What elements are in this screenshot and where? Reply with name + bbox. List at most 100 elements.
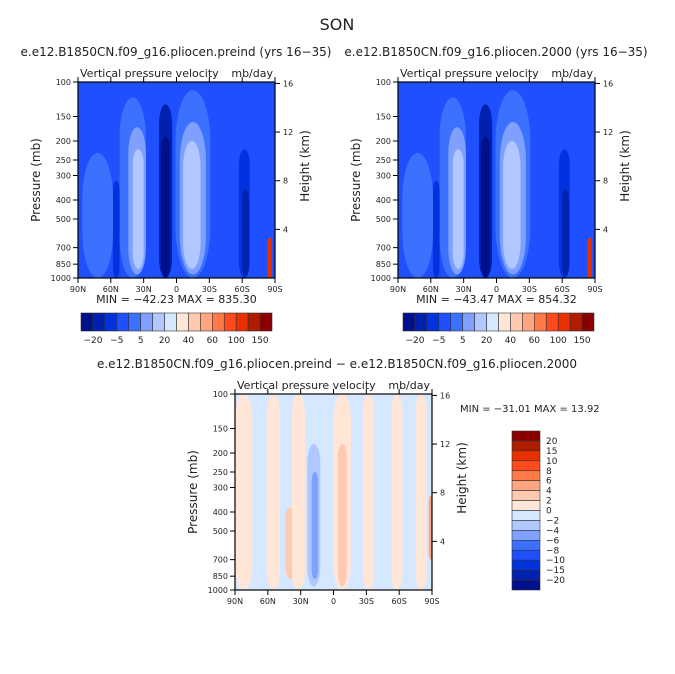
y-right-tick-label: 12 [440, 440, 450, 449]
contour-region [503, 141, 521, 270]
x-tick-label: 30S [359, 597, 374, 606]
plot-subtitle-units: mb/day [388, 379, 430, 392]
x-tick-label: 30S [522, 285, 537, 294]
colorbar-swatch [511, 490, 541, 501]
contour-region [235, 394, 253, 590]
y-right-tick-label: 4 [440, 537, 445, 546]
colorbar-swatch [80, 312, 94, 332]
contour-region [82, 152, 114, 278]
y-tick-label: 500 [376, 215, 391, 224]
plot-title: e.e12.B1850CN.f09_g16.pliocen.2000 (yrs … [344, 45, 647, 59]
colorbar-swatch [511, 549, 541, 561]
colorbar-swatch [511, 470, 541, 481]
y-tick-label: 250 [376, 156, 391, 165]
contour-region [428, 495, 432, 560]
y-tick-label: 150 [376, 113, 391, 122]
y-right-axis-label: Height (km) [298, 130, 312, 201]
colorbar-label: 0 [546, 507, 552, 517]
colorbar-swatch [402, 312, 416, 332]
colorbar: −20 −5 5 20 40 60 100 150 [80, 312, 273, 346]
y-tick-label: 400 [213, 508, 228, 517]
colorbar-label: −4 [546, 526, 560, 536]
contour-region [132, 149, 144, 270]
colorbar-swatch [176, 312, 189, 332]
colorbar-swatch [511, 510, 541, 521]
colorbar-swatch [259, 312, 273, 332]
contour-region [337, 444, 347, 587]
y-tick-label: 200 [213, 449, 228, 458]
contour-plot-2: e.e12.B1850CN.f09_g16.pliocen.2000 (yrs … [344, 45, 647, 346]
plot-title: e.e12.B1850CN.f09_g16.pliocen.preind (yr… [21, 45, 332, 59]
colorbar-swatch [511, 430, 541, 442]
y-right-tick-label: 8 [283, 177, 288, 186]
contour-region [481, 136, 490, 278]
colorbar-swatch [426, 312, 440, 332]
colorbar-label: 15 [546, 447, 557, 457]
colorbar-label: 150 [573, 336, 590, 346]
plot-title: e.e12.B1850CN.f09_g16.pliocen.preind − e… [97, 357, 577, 371]
contour-region [562, 188, 569, 277]
contour-region [267, 237, 272, 278]
contour-region [363, 394, 374, 590]
colorbar-swatch [511, 530, 541, 541]
contour-field [235, 394, 432, 590]
y-right-axis-label: Height (km) [455, 442, 469, 513]
x-tick-label: 60N [260, 597, 276, 606]
contour-plot-3: e.e12.B1850CN.f09_g16.pliocen.preind − e… [97, 357, 600, 606]
colorbar-label: −8 [546, 546, 560, 556]
x-tick-label: 90S [267, 285, 282, 294]
y-tick-label: 100 [376, 78, 391, 87]
colorbar-label: 8 [546, 467, 552, 477]
colorbar-swatch [510, 312, 523, 332]
colorbar-label: 10 [546, 457, 558, 467]
y-tick-label: 250 [213, 468, 228, 477]
contour-region [266, 394, 280, 590]
colorbar-label: −20 [83, 336, 102, 346]
colorbar-swatch [414, 312, 428, 332]
y-tick-label: 400 [376, 196, 391, 205]
colorbar-label: −15 [546, 566, 565, 576]
colorbar-label: −2 [546, 516, 559, 526]
contour-region [415, 394, 427, 590]
x-tick-label: 0 [174, 285, 179, 294]
plot-subtitle-variable: Vertical pressure velocity [80, 67, 219, 80]
contour-region [311, 471, 319, 580]
colorbar-label: −5 [110, 336, 123, 346]
y-tick-label: 500 [56, 215, 71, 224]
colorbar-swatch [534, 312, 547, 332]
plot-subtitle-units: mb/day [551, 67, 593, 80]
colorbar-swatch [200, 312, 213, 332]
contour-region [183, 141, 201, 270]
y-right-tick-label: 12 [603, 128, 613, 137]
x-tick-label: 60S [392, 597, 407, 606]
contour-region [402, 152, 434, 278]
y-tick-label: 850 [376, 260, 391, 269]
y-tick-label: 300 [213, 484, 228, 493]
y-axis-label: Pressure (mb) [29, 138, 43, 222]
y-tick-label: 700 [376, 244, 391, 253]
y-tick-label: 200 [56, 137, 71, 146]
y-tick-label: 300 [376, 172, 391, 181]
x-tick-label: 30N [293, 597, 309, 606]
colorbar-swatch [486, 312, 499, 332]
x-tick-label: 60N [103, 285, 119, 294]
y-tick-label: 250 [56, 156, 71, 165]
contour-region [113, 181, 120, 278]
x-tick-label: 90N [227, 597, 243, 606]
colorbar-swatch [545, 312, 559, 332]
y-right-tick-label: 4 [283, 225, 288, 234]
min-max-label: MIN = −42.23 MAX = 835.30 [96, 293, 257, 306]
colorbar-swatch [188, 312, 201, 332]
x-tick-label: 90N [70, 285, 86, 294]
y-right-tick-label: 16 [283, 79, 293, 88]
colorbar: −20 −5 5 20 40 60 100 150 [402, 312, 595, 346]
x-tick-label: 30N [136, 285, 152, 294]
y-tick-label: 150 [213, 425, 228, 434]
y-tick-label: 200 [376, 137, 391, 146]
colorbar-swatch [116, 312, 130, 332]
y-tick-label: 100 [56, 78, 71, 87]
colorbar-label: 100 [228, 336, 245, 346]
colorbar-label: 40 [505, 336, 517, 346]
contour-region [291, 394, 306, 590]
